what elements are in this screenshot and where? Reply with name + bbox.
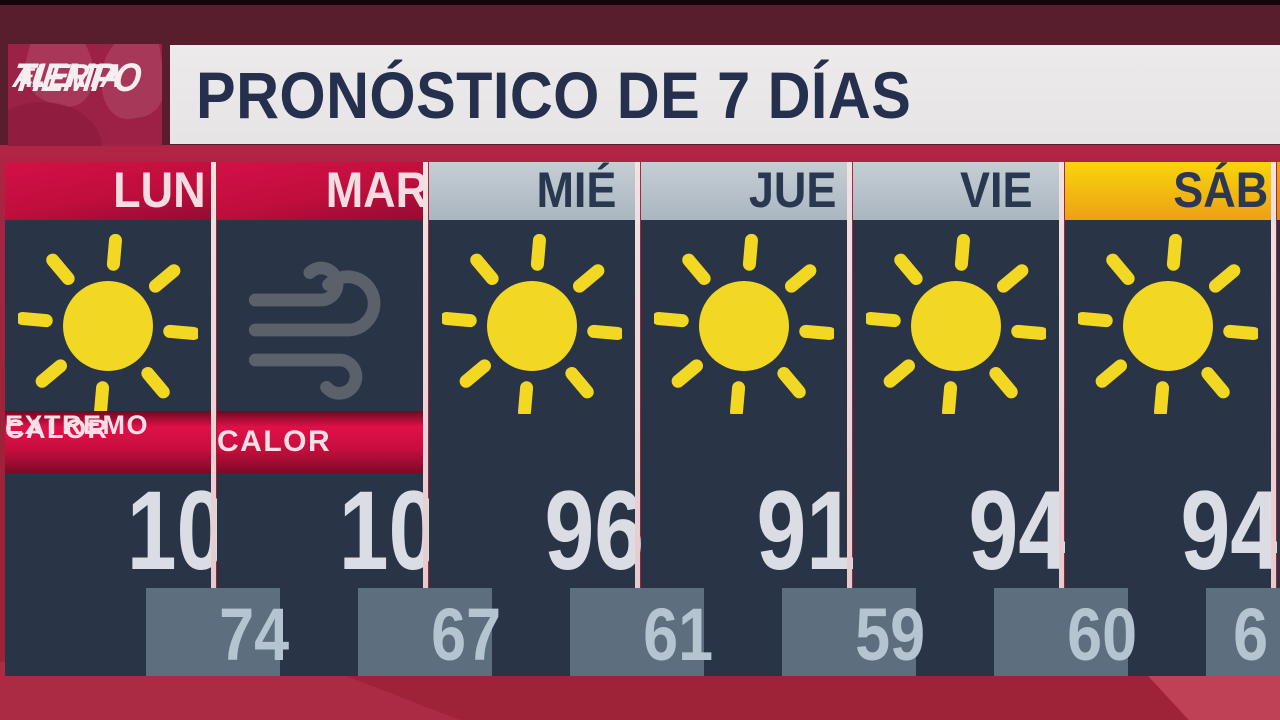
- alert-text: CALOR: [217, 425, 332, 458]
- day-label: SÁB: [1173, 162, 1269, 218]
- high-temperature: 96: [544, 468, 645, 593]
- high-temperature: 102: [338, 468, 489, 593]
- day-panel: [1277, 220, 1280, 676]
- forecast-column-partial: [1277, 162, 1280, 676]
- sun-icon: [654, 234, 834, 414]
- high-temperature: 107: [126, 468, 277, 593]
- low-temp-box: 6: [1206, 588, 1280, 676]
- high-temperature: 94: [968, 468, 1069, 593]
- day-header: JUE: [641, 162, 847, 220]
- sun-icon: [442, 234, 622, 414]
- wind-icon: [248, 261, 381, 400]
- heat-alert-banner: CALOR: [217, 411, 423, 473]
- column-separator: [211, 162, 216, 676]
- column-separator: [635, 162, 640, 676]
- day-header: [1277, 162, 1280, 220]
- day-header: LUN: [5, 162, 211, 220]
- column-separator: [423, 162, 428, 676]
- sun-icon: [1078, 234, 1258, 414]
- column-separator: [847, 162, 852, 676]
- title-bar: PRONÓSTICO DE 7 DÍAS: [170, 45, 1280, 144]
- alerta-el-tiempo-logo: ALERTA EL TIEMPO: [8, 44, 162, 146]
- column-separator: [1059, 162, 1064, 676]
- logo-petal-shape: [8, 102, 102, 146]
- logo-line2: TIEMPO: [10, 56, 144, 100]
- day-header: VIE: [853, 162, 1059, 220]
- low-temp-box: 59: [782, 588, 925, 676]
- page-title: PRONÓSTICO DE 7 DÍAS: [196, 58, 912, 132]
- day-label: JUE: [748, 162, 837, 218]
- low-temp-box: 74: [146, 588, 289, 676]
- low-temp-box: 60: [994, 588, 1137, 676]
- heat-alert-banner: CALOR EXTREMO: [5, 411, 211, 473]
- alert-text: CALOR: [5, 414, 109, 444]
- day-label: MIÉ: [536, 162, 617, 218]
- low-temp-box: 61: [570, 588, 713, 676]
- day-header: MIÉ: [429, 162, 635, 220]
- forecast-column-lun: LUN CALOR EXTREMO 107: [5, 162, 277, 676]
- day-label: VIE: [960, 162, 1033, 218]
- day-header: MAR: [217, 162, 428, 220]
- high-temperature: 91: [756, 468, 857, 593]
- sun-icon: [866, 234, 1046, 414]
- sun-icon: [18, 234, 198, 414]
- high-temperature: 94: [1180, 468, 1280, 593]
- day-label: MAR: [325, 162, 429, 218]
- alert-text: EXTREMO: [5, 410, 150, 440]
- low-temp-box: 67: [358, 588, 501, 676]
- top-black-strip: [0, 0, 1280, 5]
- day-label: LUN: [113, 162, 206, 218]
- day-header: SÁB: [1065, 162, 1271, 220]
- day-panel: CALOR EXTREMO 107: [5, 220, 277, 676]
- column-separator: [1271, 162, 1276, 676]
